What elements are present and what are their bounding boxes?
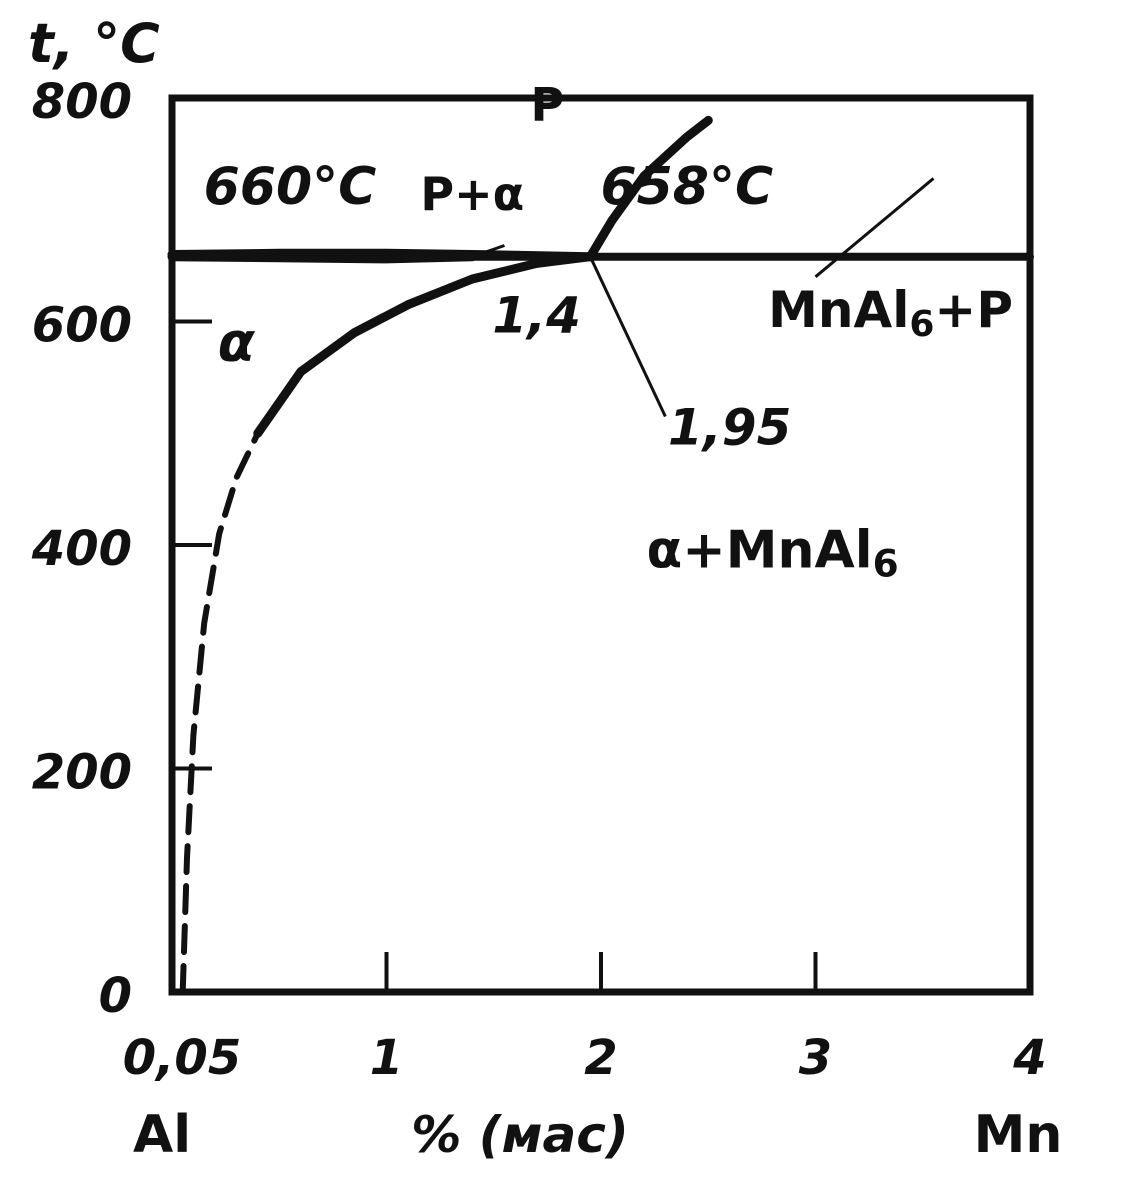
leader-1-4 xyxy=(471,244,505,259)
annotation-1: P+α xyxy=(420,167,524,221)
x-tick-label-3: 3 xyxy=(799,1030,832,1086)
x-axis-label: % (мас) xyxy=(411,1106,628,1164)
series-solvus-dashed xyxy=(179,430,261,995)
annotation-3: 658°C xyxy=(600,157,773,217)
series-liquidus-MnAl6 xyxy=(585,115,713,262)
x-tick-label-4: 4 xyxy=(1012,1030,1046,1086)
annotation-4: 1,4 xyxy=(492,287,581,345)
annotation-5: 1,95 xyxy=(668,398,791,456)
series-layer xyxy=(167,115,1034,995)
label-layer: 0 200 400 600 800 0,05 1 2 3 4 t, °C % (мас) Al Mn 660… xyxy=(28,12,1062,1165)
y-tick-label-800: 800 xyxy=(32,74,132,130)
y-tick-label-600: 600 xyxy=(32,298,132,354)
annotation-8: α+MnAl6 xyxy=(647,520,899,585)
series-solidus-lower xyxy=(167,252,477,264)
y-axis-label: t, °C xyxy=(28,12,160,75)
leader-1-95 xyxy=(588,256,667,418)
y-tick-label-400: 400 xyxy=(31,521,132,577)
annotation-6: α xyxy=(218,311,256,374)
leader-mnal6-p xyxy=(814,177,935,278)
y-tick-label-0: 0 xyxy=(99,968,132,1024)
x-tick-label-0: 0,05 xyxy=(123,1030,241,1086)
annotation-7: MnAl6+P xyxy=(768,281,1013,345)
annotation-2: P xyxy=(531,77,565,131)
x-tick-label-1: 1 xyxy=(370,1030,403,1086)
x-tick-label-2: 2 xyxy=(584,1030,617,1086)
y-tick-label-200: 200 xyxy=(32,745,132,801)
series-solvus xyxy=(253,252,595,438)
annotation-0: 660°C xyxy=(204,157,377,217)
x-left-component-label: Al xyxy=(133,1105,191,1165)
axes-frame-layer xyxy=(168,94,1034,996)
x-right-component-label: Mn xyxy=(974,1105,1063,1165)
